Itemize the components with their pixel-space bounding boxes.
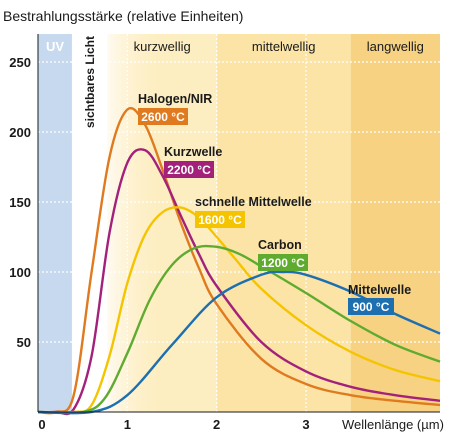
y-tick-label-4: 250 — [9, 55, 31, 70]
tick-labels: 50 100 150 200 250 0 1 2 3 — [9, 55, 309, 432]
temp-label-1: 2200 °C — [167, 163, 211, 177]
y-tick-label-2: 150 — [9, 195, 31, 210]
region-label-uv: UV — [46, 39, 64, 54]
series-name-1: Kurzwelle — [164, 145, 222, 159]
temp-label-2: 1600 °C — [198, 213, 242, 227]
region-band-0 — [38, 34, 72, 412]
series-labels: Halogen/NIR 2600 °C Kurzwelle 2200 °C schnel… — [138, 92, 411, 315]
region-label-visible: sichtbares Licht — [83, 36, 97, 128]
y-axis-label: Bestrahlungsstärke (relative Einheiten) — [3, 8, 243, 24]
x-tick-label-1: 1 — [124, 417, 131, 432]
temp-label-0: 2600 °C — [141, 110, 185, 124]
temp-badge-0 — [138, 108, 188, 125]
y-tick-label-0: 50 — [17, 335, 31, 350]
temp-badge-2 — [195, 211, 245, 228]
x-tick-label-2: 2 — [213, 417, 220, 432]
temp-badge-4 — [348, 298, 394, 315]
series-name-4: Mittelwelle — [348, 283, 411, 297]
temp-badge-1 — [164, 161, 214, 178]
series-line-1 — [37, 148, 441, 416]
series-line-2 — [37, 206, 441, 414]
series-name-2: schnelle Mittelwelle — [195, 195, 312, 209]
series-name-0: Halogen/NIR — [138, 92, 212, 106]
region-gradient — [107, 34, 163, 412]
region-label-2: kurzwellig — [134, 39, 191, 54]
region-label-3: mittelwellig — [252, 39, 316, 54]
axes — [37, 34, 440, 413]
series-line-3 — [37, 244, 441, 415]
region-band-1 — [71, 34, 108, 412]
y-tick-label-3: 200 — [9, 125, 31, 140]
temp-badge-3 — [258, 254, 308, 271]
temp-label-4: 900 °C — [353, 300, 390, 314]
series-name-3: Carbon — [258, 238, 302, 252]
y-tick-label-1: 100 — [9, 265, 31, 280]
region-label-4: langwellig — [367, 39, 424, 54]
region-labels: UV sichtbares Licht kurzwellig mittelwellig… — [46, 36, 424, 128]
region-band-4 — [350, 34, 440, 412]
x-tick-label-3: 3 — [302, 417, 309, 432]
temp-label-3: 1200 °C — [261, 256, 305, 270]
x-tick-label-0: 0 — [38, 417, 45, 432]
series-line-4 — [37, 270, 441, 415]
x-axis-label: Wellenlänge (µm) — [342, 417, 444, 432]
